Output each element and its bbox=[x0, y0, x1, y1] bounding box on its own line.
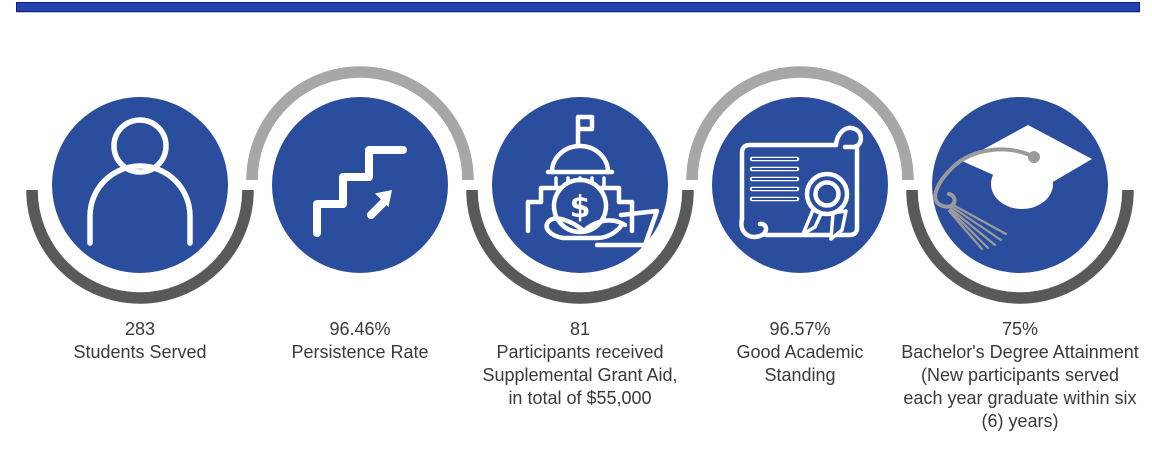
top-accent-bar bbox=[16, 2, 1140, 12]
dollar-sign: $ bbox=[570, 190, 591, 225]
stat-academic-standing: 96.57% Good Academic Standing bbox=[725, 318, 875, 387]
graduation-cap-icon bbox=[933, 125, 1092, 251]
stat-circle-persistence-rate bbox=[272, 97, 448, 273]
arc-bottom-1 bbox=[26, 189, 254, 304]
stats-chain-graphic: $ bbox=[26, 66, 1134, 304]
arc-top-4 bbox=[686, 66, 914, 181]
stat-label: Students Served bbox=[73, 342, 207, 362]
stat-label: Good Academic Standing bbox=[736, 342, 864, 385]
stat-value: 96.46% bbox=[329, 319, 391, 339]
stat-value: 75% bbox=[1001, 319, 1039, 339]
person-icon bbox=[87, 117, 193, 246]
stat-label: Participants received Supplemental Grant… bbox=[482, 342, 678, 408]
government-grant-icon: $ bbox=[525, 114, 660, 248]
certificate-icon bbox=[739, 125, 864, 241]
stat-grant-aid: 81 Participants received Supplemental Gr… bbox=[477, 318, 683, 410]
stat-degree-attainment: 75% Bachelor's Degree Attainment (New pa… bbox=[900, 318, 1140, 433]
stat-circle-students-served bbox=[52, 97, 228, 273]
stat-students-served: 283 Students Served bbox=[50, 318, 230, 364]
stat-value: 96.57% bbox=[769, 319, 831, 339]
stat-value: 283 bbox=[124, 319, 156, 339]
stat-persistence-rate: 96.46% Persistence Rate bbox=[260, 318, 460, 364]
stat-value: 81 bbox=[569, 319, 591, 339]
stairs-growth-icon bbox=[313, 146, 407, 237]
stat-label: Bachelor's Degree Attainment (New partic… bbox=[901, 342, 1139, 431]
arc-bottom-3 bbox=[466, 189, 694, 304]
stat-label: Persistence Rate bbox=[291, 342, 429, 362]
stat-circle-academic-standing bbox=[712, 97, 888, 273]
arc-bottom-5 bbox=[906, 189, 1134, 304]
arc-top-2 bbox=[246, 66, 474, 181]
